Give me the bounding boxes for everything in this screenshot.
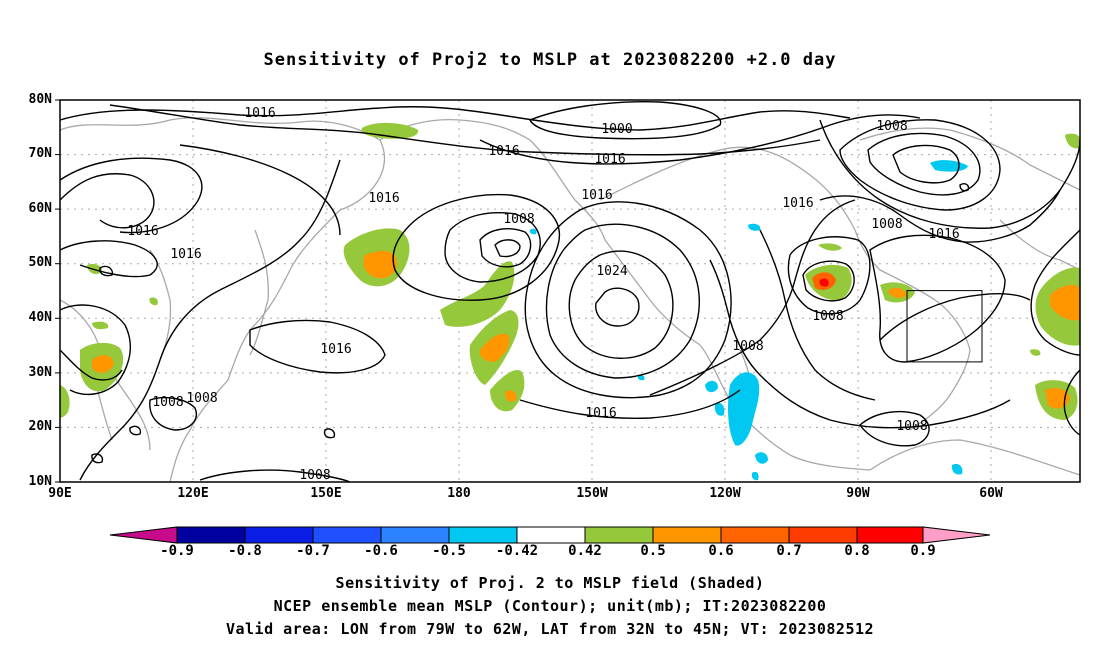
contour-label: 1016: [928, 227, 959, 242]
lon-label: 60W: [979, 486, 1003, 501]
sensitivity-shading: [60, 122, 1080, 481]
colorbar-segment: [312, 526, 382, 544]
contour-label: 1016: [488, 144, 519, 159]
contour-label: 1008: [812, 309, 843, 324]
contour-label: 1016: [368, 191, 399, 206]
map-title: Sensitivity of Proj2 to MSLP at 20230822…: [263, 50, 837, 70]
colorbar-label: 0.42: [568, 543, 602, 559]
contour-label: 1016: [244, 106, 275, 121]
colorbar-arrow-right: [922, 526, 991, 544]
colorbar-label: -0.9: [160, 543, 194, 559]
lon-label: 90W: [846, 486, 870, 501]
colorbar-label: 0.6: [708, 543, 734, 559]
contour-label: 1024: [596, 264, 627, 279]
contour-label: 1008: [186, 391, 217, 406]
contour-label: 1016: [320, 342, 351, 357]
contour-label: 1016: [127, 224, 158, 239]
colorbar-label: 0.7: [776, 543, 802, 559]
colorbar-segment: [380, 526, 450, 544]
contour-label: 1016: [594, 152, 625, 167]
contour-label: 1008: [871, 217, 902, 232]
lat-label: 60N: [28, 201, 52, 216]
lat-label: 40N: [28, 310, 52, 325]
lat-label: 80N: [28, 92, 52, 107]
contour-label: 1008: [876, 119, 907, 134]
lon-label: 90E: [48, 486, 72, 501]
colorbar-segment: [244, 526, 314, 544]
contour-label: 1008: [152, 395, 183, 410]
contour-label: 1016: [782, 196, 813, 211]
colorbar-label: -0.42: [495, 543, 539, 559]
colorbar-segment: [788, 526, 858, 544]
colorbar-segment: [652, 526, 722, 544]
lon-label: 180: [447, 486, 471, 501]
lon-label: 120E: [177, 486, 209, 501]
lon-label: 120W: [709, 486, 741, 501]
map-frame: [59, 99, 1081, 483]
contour-label: 1016: [585, 406, 616, 421]
coastlines: [60, 117, 1080, 482]
colorbar-segment: [516, 526, 586, 544]
mslp-contours: [60, 101, 1080, 482]
colorbar-label: -0.5: [432, 543, 466, 559]
colorbar-segment: [176, 526, 246, 544]
lon-label: 150W: [576, 486, 608, 501]
lat-label: 20N: [28, 419, 52, 434]
colorbar-label: -0.6: [364, 543, 398, 559]
lat-label: 10N: [28, 474, 52, 489]
colorbar-label: 0.9: [910, 543, 936, 559]
colorbar-label: 0.5: [640, 543, 666, 559]
lat-label: 50N: [28, 255, 52, 270]
colorbar-arrow-left: [109, 526, 178, 544]
valid-area-box: [906, 290, 983, 363]
lat-label: 70N: [28, 146, 52, 161]
colorbar-segment: [720, 526, 790, 544]
colorbar-segment: [584, 526, 654, 544]
lat-label: 30N: [28, 365, 52, 380]
colorbar: [109, 526, 991, 544]
colorbar-label: -0.8: [228, 543, 262, 559]
contour-label: 1000: [601, 122, 632, 137]
colorbar-label: 0.8: [844, 543, 870, 559]
contour-label: 1016: [581, 188, 612, 203]
colorbar-label: -0.7: [296, 543, 330, 559]
axis-ticks: [55, 99, 60, 483]
contour-label: 1008: [503, 212, 534, 227]
caption-valid-area: Valid area: LON from 79W to 62W, LAT fro…: [225, 620, 875, 638]
caption-contour: NCEP ensemble mean MSLP (Contour); unit(…: [273, 597, 827, 615]
contour-label: 1008: [896, 419, 927, 434]
lon-label: 150E: [310, 486, 342, 501]
colorbar-segment: [448, 526, 518, 544]
contour-label: 1016: [170, 247, 201, 262]
contour-labels: 1016 1016 1016 1016 1016 1016 1016 1016 …: [127, 106, 959, 483]
contour-label: 1008: [732, 339, 763, 354]
caption-shading: Sensitivity of Proj. 2 to MSLP field (Sh…: [335, 574, 765, 592]
colorbar-segment: [856, 526, 924, 544]
contour-label: 1008: [299, 468, 330, 483]
